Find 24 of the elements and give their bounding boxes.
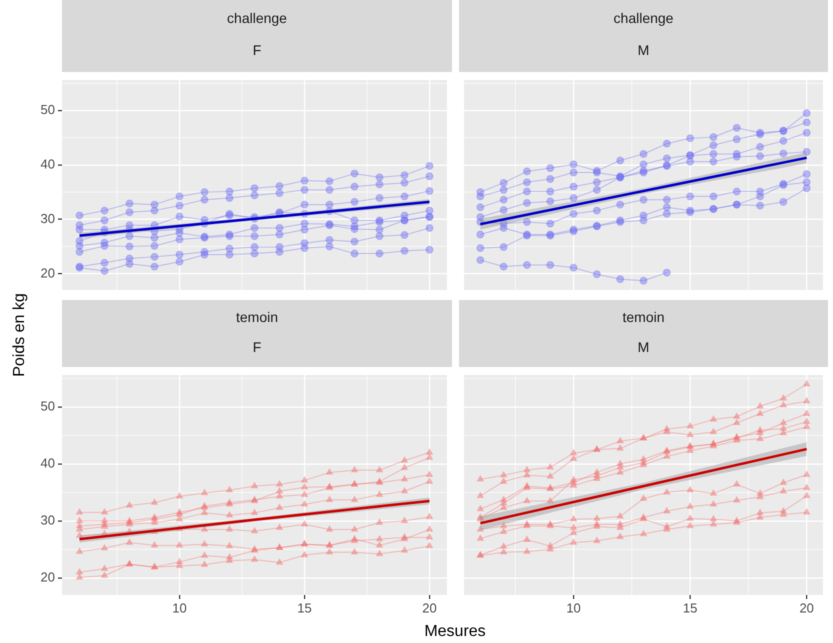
chart-subtitle: F — [252, 338, 262, 355]
chart-subtitle: F — [252, 42, 262, 58]
chart-subtitle: M — [636, 338, 650, 355]
y-tick-label: 20 — [40, 569, 55, 584]
y-tick-label: 50 — [40, 398, 55, 414]
y-tick-label: 20 — [40, 265, 55, 280]
y-tick-label: 30 — [40, 512, 55, 528]
x-tick-label: 15 — [682, 600, 698, 616]
x-tick-label: 20 — [422, 600, 437, 616]
x-axis-title: Mesures — [424, 623, 486, 641]
chart-title: challenge — [612, 10, 674, 26]
y-axis-title: Poids en kg — [11, 293, 29, 377]
y-tick-label: 30 — [40, 210, 55, 226]
chart-title: temoin — [234, 308, 280, 325]
chart-title: challenge — [226, 10, 288, 26]
x-tick-label: 10 — [566, 600, 581, 616]
y-tick-label: 40 — [40, 156, 55, 172]
x-tick-label: 15 — [297, 600, 312, 616]
y-tick-label: 50 — [40, 102, 55, 118]
x-tick-label: 20 — [799, 600, 814, 616]
x-tick-label: 10 — [172, 600, 187, 616]
chart-title: temoin — [621, 308, 666, 325]
y-tick-label: 40 — [40, 455, 55, 470]
chart-subtitle: M — [636, 42, 650, 58]
